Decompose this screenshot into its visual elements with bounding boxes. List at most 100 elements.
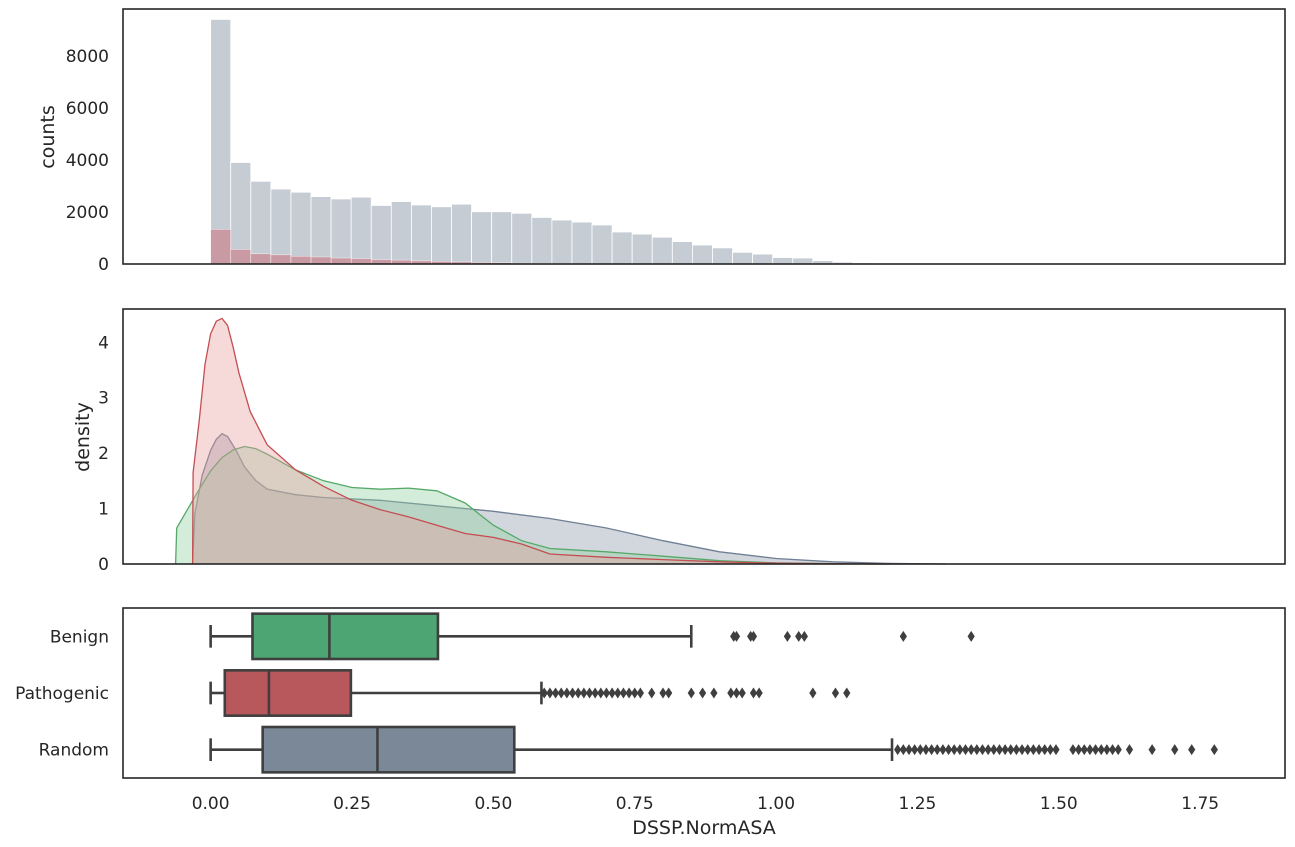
- outlier-point: [1091, 744, 1100, 756]
- outlier-point: [905, 744, 913, 756]
- counts-axis-label: counts: [37, 105, 59, 169]
- histogram-bar-random: [651, 236, 673, 265]
- outlier-point: [648, 687, 656, 699]
- outlier-point: [990, 744, 998, 756]
- density-axis-label: density: [72, 402, 94, 472]
- outlier-point: [1007, 744, 1015, 756]
- x-tick-label: 1.00: [757, 794, 795, 814]
- box-benign: [251, 612, 440, 661]
- outlier-point: [973, 744, 981, 756]
- outlier-point: [580, 687, 588, 699]
- outlier-point: [732, 630, 741, 642]
- outlier-point: [710, 687, 718, 699]
- outlier-point: [574, 687, 582, 699]
- y-tick-label: 3: [98, 389, 109, 409]
- outlier-point: [755, 687, 763, 699]
- histogram-bar-random: [491, 211, 513, 265]
- outlier-point: [557, 687, 565, 699]
- outlier-point: [568, 687, 577, 699]
- histogram-bar-random: [671, 241, 693, 265]
- x-tick-label: 1.75: [1181, 794, 1219, 814]
- outlier-point: [659, 687, 667, 699]
- outlier-point: [800, 630, 808, 642]
- x-tick-label: 0.00: [192, 794, 230, 814]
- outlier-point: [961, 744, 970, 756]
- outlier-point: [950, 744, 958, 756]
- y-tick-label: 0: [98, 255, 109, 275]
- histogram-bar-random: [250, 180, 272, 265]
- histogram-bar-pathogenic: [310, 256, 332, 265]
- outlier-point: [1210, 744, 1218, 756]
- histogram-bar-pathogenic: [250, 253, 272, 265]
- outlier-point: [899, 630, 907, 642]
- histogram-bar-random: [531, 217, 553, 265]
- axes-frame: [122, 308, 1286, 565]
- histogram-bar-random: [370, 205, 392, 265]
- outlier-point: [698, 687, 707, 699]
- density-line-pathogenic: [191, 317, 890, 565]
- outlier-point: [1103, 744, 1111, 756]
- outlier-point: [1018, 744, 1026, 756]
- outlier-point: [563, 687, 571, 699]
- histogram-bar-random: [471, 211, 493, 265]
- outlier-point: [636, 687, 644, 699]
- outlier-point: [738, 687, 746, 699]
- outlier-point: [732, 687, 741, 699]
- outlier-point: [551, 687, 560, 699]
- outlier-point: [1001, 744, 1009, 756]
- outlier-point: [1114, 744, 1122, 756]
- outlier-point: [922, 744, 930, 756]
- histogram-bar-random: [290, 191, 312, 265]
- outlier-point: [967, 630, 975, 642]
- outlier-point: [602, 687, 611, 699]
- outlier-point: [597, 687, 605, 699]
- outlier-point: [749, 630, 758, 642]
- outlier-point: [540, 687, 548, 699]
- histogram-bar-random: [772, 257, 794, 265]
- axes-frame: [122, 607, 1286, 779]
- outlier-point: [809, 687, 817, 699]
- outlier-point: [614, 687, 622, 699]
- outlier-point: [1041, 744, 1049, 756]
- outlier-point: [687, 687, 695, 699]
- outlier-point: [933, 744, 941, 756]
- histogram-bar-pathogenic: [330, 257, 352, 265]
- outlier-point: [1024, 744, 1032, 756]
- histogram-bar-random: [210, 19, 232, 265]
- outlier-point: [619, 687, 628, 699]
- outlier-point: [894, 744, 902, 756]
- histogram-bar-random: [692, 244, 713, 265]
- histogram-bar-pathogenic: [350, 258, 372, 265]
- histogram-bar-random: [611, 231, 633, 265]
- histogram-bar-random: [451, 203, 472, 265]
- outlier-point: [1069, 744, 1077, 756]
- histogram-bar-random: [631, 233, 653, 265]
- outlier-point: [585, 687, 594, 699]
- outlier-point: [1080, 744, 1088, 756]
- outlier-point: [939, 744, 947, 756]
- outlier-point: [665, 687, 673, 699]
- outlier-point: [783, 630, 792, 642]
- outlier-point: [944, 744, 953, 756]
- outlier-point: [978, 744, 987, 756]
- outlier-point: [1097, 744, 1105, 756]
- density-line-benign: [174, 445, 890, 565]
- outlier-point: [591, 687, 599, 699]
- histogram-panel: 0 2000 4000 6000 8000: [66, 8, 1286, 275]
- category-label: Random: [39, 741, 109, 761]
- outlier-point: [625, 687, 633, 699]
- density-fill-random: [192, 433, 946, 564]
- histogram-bar-pathogenic: [290, 255, 312, 265]
- boxplot-panel: Benign Pathogenic Random 0.00 0.25 0.50 0.75 1.…: [15, 607, 1286, 814]
- y-tick-label: 6000: [66, 99, 109, 119]
- density-panel: 0 1 2 3 4: [98, 308, 1286, 575]
- x-tick-label: 1.50: [1040, 794, 1078, 814]
- y-tick-label: 2000: [66, 203, 109, 223]
- histogram-bar-pathogenic: [210, 229, 231, 265]
- outlier-point: [899, 744, 907, 756]
- outlier-point: [1125, 744, 1134, 756]
- x-tick-label: 1.25: [899, 794, 937, 814]
- histogram-bar-random: [431, 206, 452, 265]
- outlier-point: [1029, 744, 1037, 756]
- outlier-point: [927, 744, 936, 756]
